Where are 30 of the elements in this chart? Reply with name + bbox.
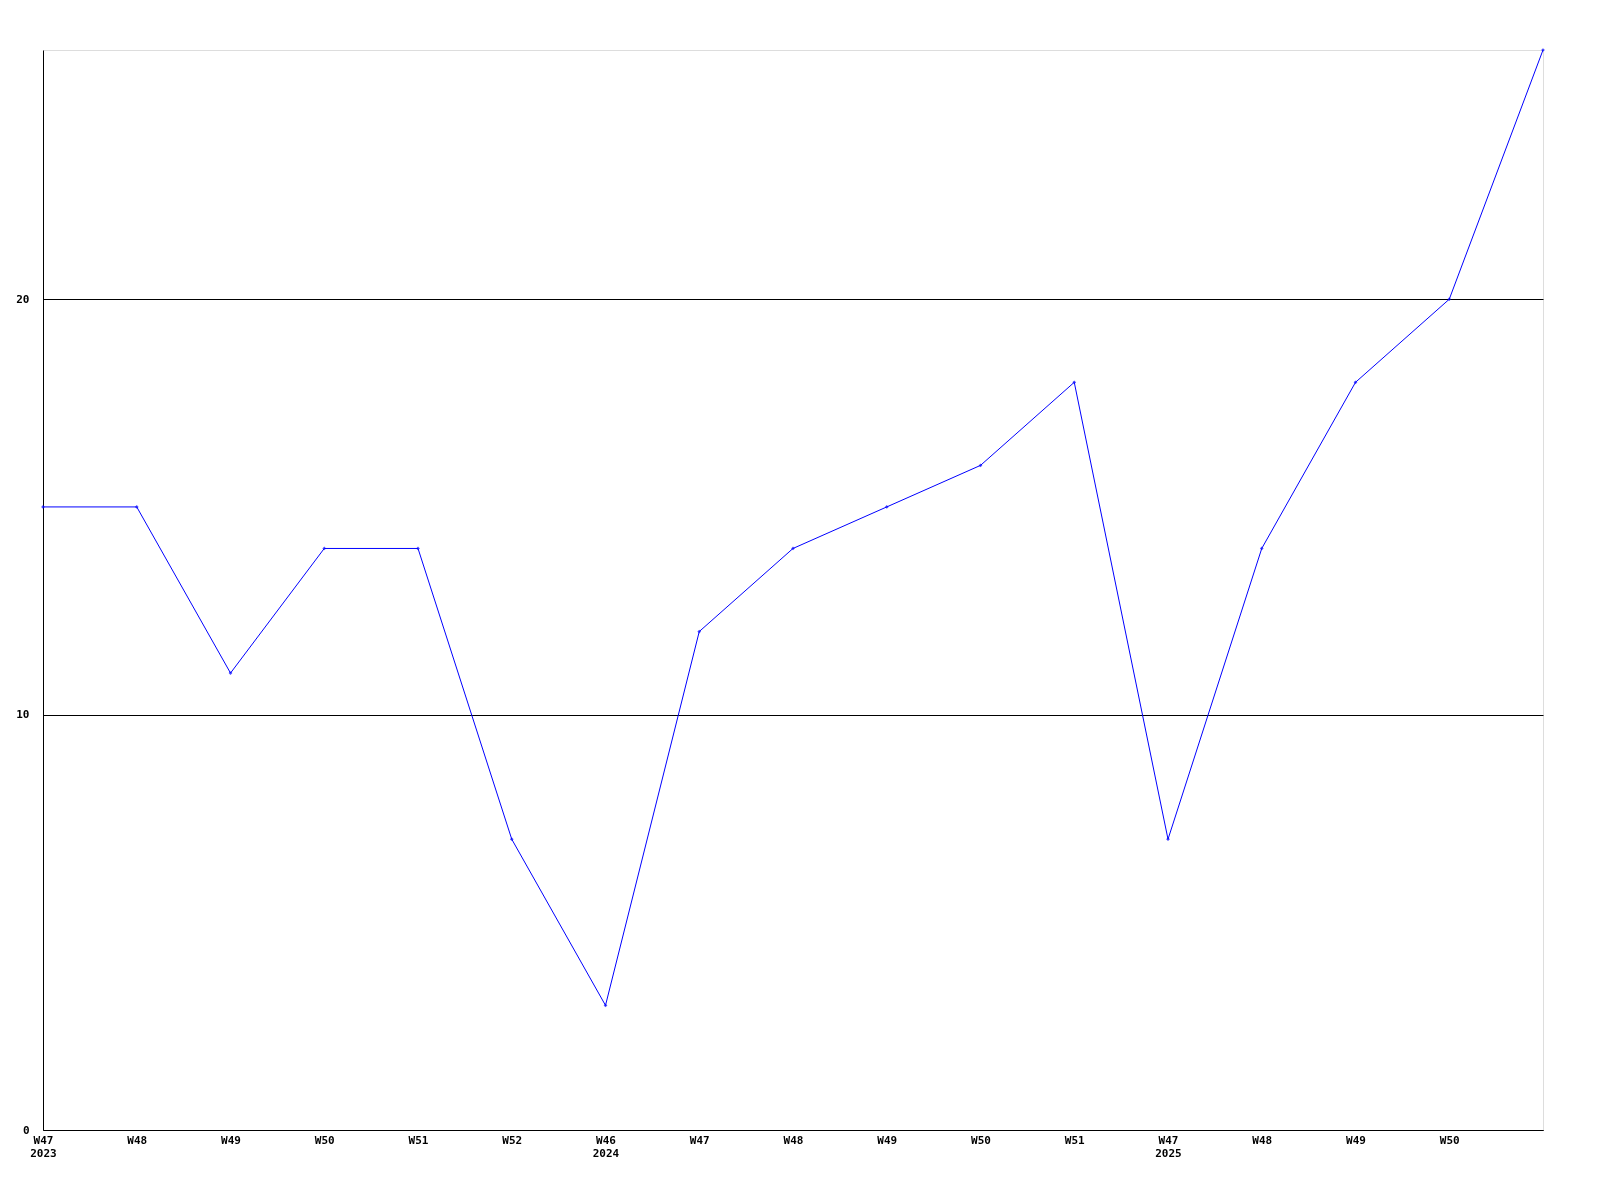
y-tick-label: 20 (16, 292, 30, 306)
x-tick-label: W50 (314, 1133, 335, 1147)
x-tick-label: W50 (971, 1133, 991, 1147)
x-tick-label: W48 (127, 1133, 148, 1147)
point (1166, 837, 1170, 842)
x-tick-label: W49 (877, 1133, 898, 1147)
x-tick-label: W47 2023 (30, 1133, 57, 1160)
point (228, 671, 233, 675)
point (791, 546, 795, 551)
point (884, 505, 889, 509)
x-tick-label: W50 (1439, 1133, 1460, 1147)
point (134, 505, 139, 509)
y-tick-label: 0 (22, 1123, 30, 1137)
point (1353, 380, 1358, 385)
point (1259, 546, 1264, 551)
x-tick-label: W48 (1252, 1133, 1273, 1147)
x-tick-label: W48 (783, 1133, 804, 1147)
x-tick-label: W49 (1346, 1133, 1366, 1147)
x-tick-label: W52 (502, 1133, 523, 1147)
y-tick-label: 10 (16, 708, 30, 722)
x-tick-label: W47 2025 (1155, 1133, 1182, 1160)
x-tick-label: W49 (221, 1133, 241, 1147)
x-tick-label: W47 (689, 1133, 710, 1147)
x-tick-label: W46 2024 (592, 1133, 620, 1160)
point (416, 546, 420, 551)
point (322, 546, 327, 551)
x-tick-label: W51 (1064, 1133, 1086, 1147)
line-series (41, 48, 1545, 1008)
point (697, 629, 702, 634)
x-tick-label: W51 (408, 1133, 429, 1147)
